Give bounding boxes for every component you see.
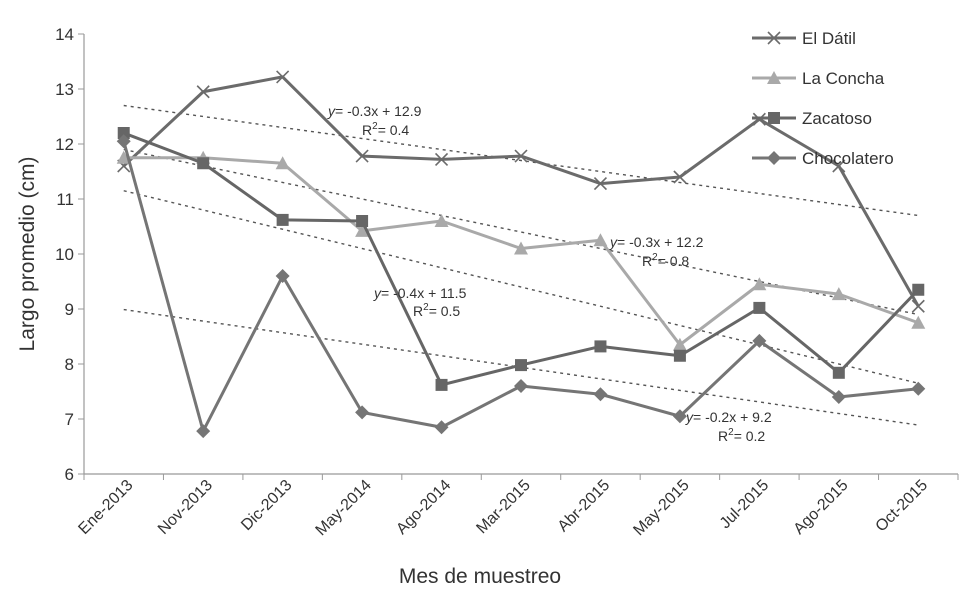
data-point-0-2 (276, 70, 290, 84)
data-point-2-10 (912, 283, 925, 296)
data-point-3-10 (911, 381, 926, 396)
y-tick-label: 11 (56, 190, 74, 209)
x-tick-label: Dic-2013 (238, 477, 295, 534)
series-lines (116, 70, 926, 439)
y-tick-label: 13 (55, 80, 74, 99)
data-point-1-2 (275, 156, 290, 170)
data-point-0-3 (355, 149, 369, 163)
data-point-2-9 (832, 366, 845, 379)
y-tick-label: 10 (55, 245, 74, 264)
data-point-1-7 (672, 337, 687, 351)
trend-annotations: y= -0.3x + 12.9 R2= 0.4 y= -0.3x + 12.2 R2=… (327, 103, 772, 444)
y-tick-label: 9 (65, 300, 74, 319)
legend: El Dátil La Concha Zacatoso Chocolatero (752, 29, 894, 168)
data-point-3-8 (752, 333, 767, 348)
data-point-1-4 (434, 214, 449, 227)
legend-swatch-marker (767, 151, 781, 165)
data-point-3-5 (514, 379, 528, 393)
legend-label: Zacatoso (802, 109, 872, 128)
trend-r2-3: R2= 0.2 (718, 427, 765, 444)
x-tick-label: Ene-2013 (75, 477, 136, 538)
data-point-1-3 (355, 223, 370, 237)
x-tick-label: Mar-2015 (473, 477, 534, 538)
y-tick-label: 8 (65, 355, 74, 374)
data-point-3-6 (593, 387, 608, 402)
legend-label: La Concha (802, 69, 885, 88)
legend-item-3: Chocolatero (752, 149, 894, 168)
trendlines (123, 104, 919, 426)
trend-r2-2: R2= 0.5 (413, 302, 460, 319)
data-point-0-9 (832, 159, 846, 173)
y-tick-label: 12 (55, 135, 74, 154)
trendline-2 (123, 190, 919, 384)
trend-equation-1: y= -0.3x + 12.2 (609, 234, 704, 250)
data-point-1-8 (752, 277, 767, 291)
data-point-2-0 (117, 127, 130, 139)
x-tick-label: Ago-2014 (393, 477, 454, 538)
data-point-3-4 (434, 420, 449, 435)
data-point-0-6 (593, 177, 608, 191)
data-point-3-9 (831, 390, 846, 404)
x-tick-label: Abr-2015 (555, 477, 614, 536)
trend-equation-2: y= -0.4x + 11.5 (373, 285, 467, 301)
legend-swatch-marker (767, 31, 781, 45)
x-tick-label: May-2015 (630, 477, 692, 539)
x-tick-label: Ago-2015 (791, 477, 852, 538)
data-point-3-2 (275, 269, 290, 283)
x-tick-label: Oct-2015 (873, 477, 932, 536)
data-point-2-5 (515, 359, 527, 372)
data-point-0-4 (434, 152, 449, 166)
trendline-1 (123, 148, 919, 316)
trend-equation-3: y= -0.2x + 9.2 (685, 409, 772, 425)
data-point-2-2 (276, 213, 289, 226)
data-point-1-5 (514, 241, 528, 255)
data-point-3-3 (355, 405, 370, 420)
series-line-2 (123, 131, 920, 387)
legend-swatch-marker (768, 112, 780, 124)
data-point-1-0 (116, 150, 131, 164)
data-point-3-0 (116, 134, 131, 149)
x-tick-label: May-2014 (313, 477, 375, 539)
y-tick-label: 6 (65, 465, 74, 484)
data-point-2-3 (356, 215, 369, 227)
data-point-1-9 (831, 287, 846, 301)
data-point-2-1 (197, 157, 210, 170)
legend-item-2: Zacatoso (752, 109, 872, 128)
data-point-2-6 (594, 340, 607, 353)
x-tick-label: Nov-2013 (155, 477, 216, 538)
data-point-2-8 (753, 301, 766, 314)
legend-swatch-marker (767, 71, 781, 84)
legend-label: Chocolatero (802, 149, 894, 168)
data-point-3-7 (672, 409, 687, 424)
legend-label: El Dátil (802, 29, 856, 48)
legend-item-0: El Dátil (752, 29, 856, 48)
trend-r2-1: R2= 0.8 (642, 252, 689, 269)
y-axis-title: Largo promedio (cm) (16, 157, 39, 352)
data-point-0-1 (196, 85, 210, 99)
data-point-2-4 (435, 378, 448, 391)
data-point-0-10 (911, 299, 925, 313)
data-point-1-10 (911, 315, 926, 329)
data-point-1-6 (593, 233, 608, 247)
data-point-0-5 (514, 149, 528, 163)
trendline-0 (123, 104, 919, 217)
data-point-3-1 (196, 424, 211, 439)
legend-item-1: La Concha (752, 69, 885, 88)
data-point-0-7 (673, 170, 687, 184)
trend-r2-0: R2= 0.4 (362, 121, 409, 138)
data-point-2-7 (673, 349, 686, 362)
trend-equation-0: y= -0.3x + 12.9 (327, 103, 422, 119)
x-tick-label: Jul-2015 (717, 477, 772, 532)
x-axis-title: Mes de muestreo (399, 565, 561, 588)
y-tick-label: 14 (55, 25, 74, 44)
y-tick-label: 7 (65, 410, 74, 429)
